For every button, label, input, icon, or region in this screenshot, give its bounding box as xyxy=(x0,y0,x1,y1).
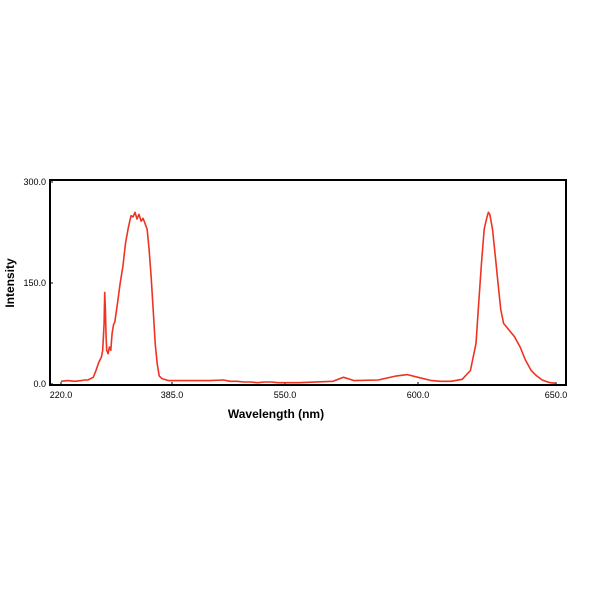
x-axis-title: Wavelength (nm) xyxy=(228,407,324,421)
axis-ticks: 220.0 385.0 550.0 600.0 650.0 0.0 150.0 300.0 xyxy=(23,177,567,400)
x-tick-label: 220.0 xyxy=(50,390,73,400)
series-line xyxy=(60,211,557,385)
x-tick-label: 600.0 xyxy=(407,390,430,400)
plot-frame xyxy=(49,179,567,386)
x-tick-label: 550.0 xyxy=(274,390,297,400)
y-tick-label: 150.0 xyxy=(23,278,46,288)
x-tick-label: 650.0 xyxy=(545,390,568,400)
y-tick-label: 300.0 xyxy=(23,177,46,187)
x-tick-label: 385.0 xyxy=(161,390,184,400)
y-axis-title: Intensity xyxy=(3,258,17,308)
series-layer xyxy=(60,211,557,385)
y-tick-label: 0.0 xyxy=(33,379,46,389)
